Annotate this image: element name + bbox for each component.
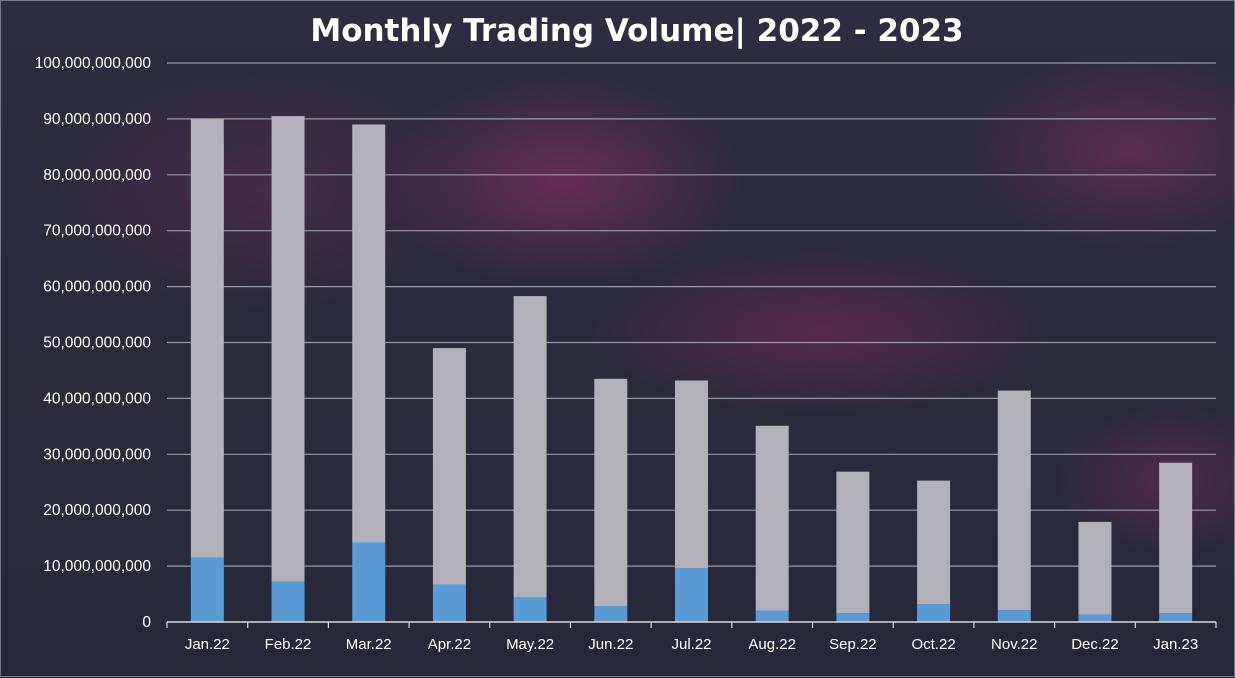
x-axis bbox=[166, 621, 1217, 628]
bar-upper-mar-22 bbox=[352, 124, 386, 543]
y-tick-label: 10,000,000,000 bbox=[43, 558, 151, 575]
y-tick-label: 0 bbox=[142, 614, 151, 631]
bar-lower-feb-22 bbox=[271, 581, 305, 622]
y-tick-label: 80,000,000,000 bbox=[43, 167, 151, 184]
y-tick-label: 30,000,000,000 bbox=[43, 446, 151, 463]
bar-upper-may-22 bbox=[513, 296, 547, 598]
x-tick-label: Jun.22 bbox=[588, 636, 633, 653]
x-tick-label: Jan.22 bbox=[185, 636, 230, 653]
x-tick-label: Jul.22 bbox=[671, 636, 711, 653]
bar-lower-sep-22 bbox=[836, 613, 870, 622]
y-tick-label: 20,000,000,000 bbox=[43, 502, 151, 519]
x-tick-label: Aug.22 bbox=[748, 636, 796, 653]
y-axis-ticks: 0 10,000,000,000 20,000,000,000 30,000,000,… bbox=[35, 55, 152, 631]
bar-upper-jan-22 bbox=[190, 118, 224, 558]
bar-lower-mar-22 bbox=[352, 542, 386, 622]
x-tick-label: May.22 bbox=[506, 636, 554, 653]
gridlines bbox=[167, 62, 1216, 567]
y-tick-label: 50,000,000,000 bbox=[43, 335, 151, 352]
y-tick-label: 60,000,000,000 bbox=[43, 279, 151, 296]
bar-lower-dec-22 bbox=[1078, 614, 1112, 622]
bar-lower-jan-23 bbox=[1159, 613, 1193, 622]
x-tick-label: Apr.22 bbox=[428, 636, 471, 653]
bar-lower-apr-22 bbox=[432, 584, 466, 622]
bar-upper-jan-23 bbox=[1159, 462, 1193, 614]
bar-lower-may-22 bbox=[513, 597, 547, 622]
x-tick-label: Jan.23 bbox=[1153, 636, 1198, 653]
bar-lower-jul-22 bbox=[675, 568, 708, 622]
y-tick-label: 40,000,000,000 bbox=[43, 390, 151, 407]
x-tick-label: Feb.22 bbox=[265, 636, 312, 653]
bar-upper-aug-22 bbox=[755, 425, 789, 611]
bar-upper-apr-22 bbox=[432, 348, 466, 585]
bar-upper-dec-22 bbox=[1078, 521, 1112, 615]
x-tick-label: Oct.22 bbox=[911, 636, 955, 653]
y-tick-label: 70,000,000,000 bbox=[43, 223, 151, 240]
bar-lower-nov-22 bbox=[997, 610, 1031, 622]
bar-lower-jan-22 bbox=[190, 557, 224, 622]
bar-upper-sep-22 bbox=[836, 471, 870, 614]
chart-title: Monthly Trading Volume| 2022 - 2023 bbox=[310, 13, 963, 49]
bar-upper-jul-22 bbox=[675, 380, 708, 569]
bar-lower-jun-22 bbox=[594, 606, 628, 622]
y-tick-label: 90,000,000,000 bbox=[43, 111, 151, 128]
bar-upper-feb-22 bbox=[271, 116, 305, 582]
x-tick-label: Nov.22 bbox=[991, 636, 1037, 653]
bar-upper-oct-22 bbox=[917, 480, 951, 605]
x-axis-ticks: Jan.22 Feb.22 Mar.22 Apr.22 May.22 Jun.22 Jul.… bbox=[185, 636, 1198, 653]
bars bbox=[190, 116, 1193, 622]
bar-upper-nov-22 bbox=[997, 390, 1031, 611]
bar-lower-oct-22 bbox=[917, 604, 951, 622]
x-tick-label: Dec.22 bbox=[1071, 636, 1119, 653]
bar-lower-aug-22 bbox=[755, 610, 789, 622]
x-tick-label: Mar.22 bbox=[346, 636, 392, 653]
x-tick-label: Sep.22 bbox=[829, 636, 877, 653]
y-tick-label: 100,000,000,000 bbox=[35, 55, 152, 72]
bar-upper-jun-22 bbox=[594, 378, 628, 607]
